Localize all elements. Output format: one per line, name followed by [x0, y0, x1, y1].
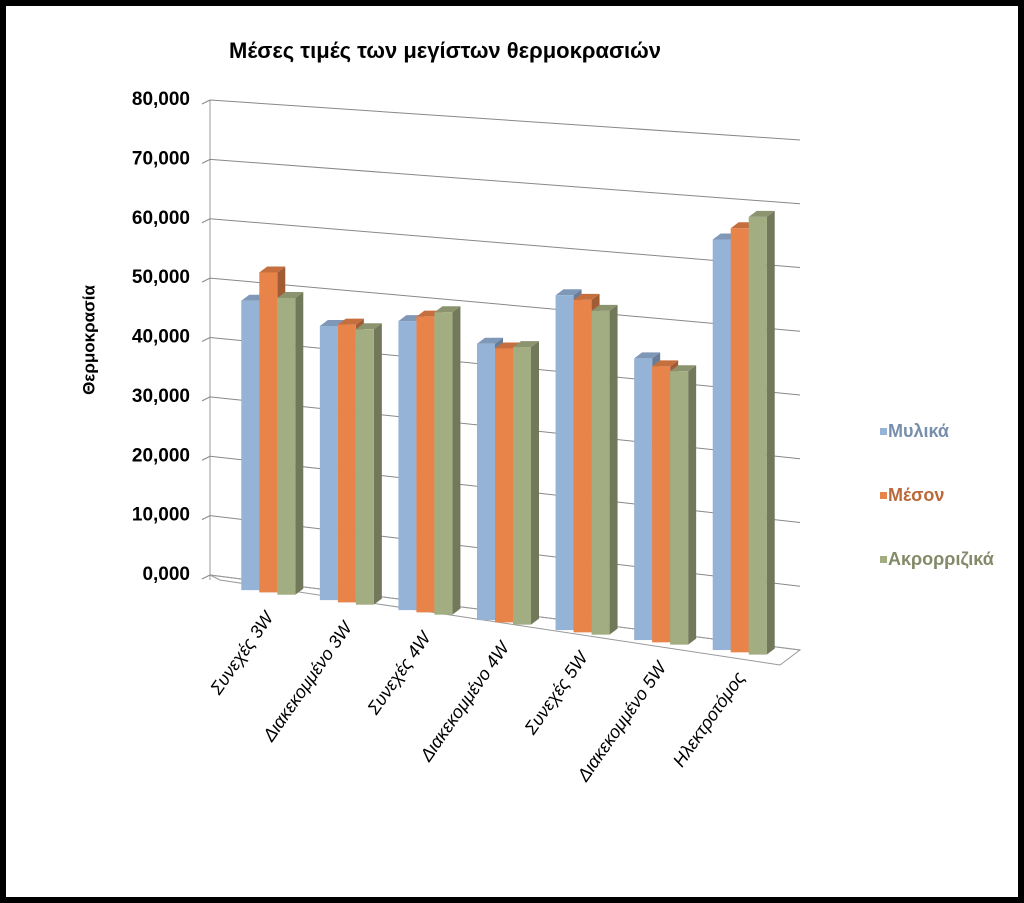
bar-top — [277, 291, 304, 298]
bar — [712, 239, 731, 651]
bar — [477, 343, 495, 621]
bar-top — [434, 306, 461, 313]
legend-label: Μέσον — [888, 485, 944, 505]
tick-mark — [201, 277, 211, 283]
x-tick-label: Ηλεκτροτόμος — [669, 668, 749, 771]
bar — [495, 348, 513, 623]
x-tick-label: Συνεχές 3W — [206, 607, 279, 699]
bar — [573, 299, 592, 633]
tick-mark — [201, 158, 211, 164]
bar — [652, 366, 671, 643]
legend-label: Ακρορριζικά — [888, 549, 994, 570]
y-tick-label: 20,000 — [132, 445, 190, 466]
x-tick-label: Συνεχές 5W — [520, 647, 593, 739]
grid-line — [209, 277, 801, 332]
y-axis-label: Θερμοκρασία — [79, 285, 98, 395]
tick-mark — [201, 99, 211, 105]
tick-mark — [201, 396, 211, 402]
x-tick-label: Διακεκομμένο 4W — [416, 637, 515, 766]
bar-top — [670, 365, 697, 372]
y-tick-label: 30,000 — [132, 386, 190, 407]
bar-side — [452, 306, 461, 615]
bar — [355, 329, 374, 605]
bar — [434, 312, 453, 615]
bar-top — [513, 341, 539, 348]
y-tick-label: 70,000 — [132, 148, 190, 169]
bar-top — [652, 360, 679, 367]
legend-swatch — [880, 492, 887, 499]
bar — [591, 310, 610, 635]
bar — [319, 325, 338, 601]
bar — [730, 228, 749, 653]
y-tick-label: 80,000 — [132, 89, 190, 110]
bar-top — [634, 352, 661, 359]
x-tick-label: Διακεκομμένο 3W — [258, 617, 357, 746]
bar — [259, 272, 278, 593]
bar — [416, 316, 435, 613]
y-tick-label: 0,000 — [142, 564, 190, 585]
y-tick-label: 40,000 — [132, 327, 190, 348]
bar-top — [355, 323, 382, 330]
bar — [398, 321, 417, 611]
tick-mark — [201, 574, 211, 580]
bar — [634, 358, 653, 641]
bar-top — [591, 304, 618, 311]
bar — [277, 297, 296, 595]
grid-line — [209, 99, 801, 141]
bar-top — [573, 293, 600, 300]
bar-top — [748, 210, 775, 217]
bar — [670, 371, 689, 645]
y-tick-label: 60,000 — [132, 208, 190, 229]
bar-top — [259, 266, 286, 273]
bar-side — [766, 210, 775, 655]
tick-mark — [201, 218, 211, 224]
bar — [241, 300, 260, 591]
grid-line — [209, 218, 801, 268]
y-tick-label: 50,000 — [132, 267, 190, 288]
bar-side — [373, 323, 382, 605]
legend-label: Μυλικά — [888, 421, 949, 441]
bar-top — [555, 289, 582, 296]
legend-swatch — [880, 428, 887, 435]
bar-top — [477, 337, 503, 344]
bar-side — [688, 365, 697, 645]
bar — [337, 324, 356, 603]
chart-title: Μέσες τιμές των μεγίστων θερμοκρασιών — [229, 38, 661, 63]
x-tick-label: Συνεχές 4W — [363, 627, 436, 719]
bar-top — [337, 318, 364, 325]
bar-side — [531, 341, 539, 625]
tick-mark — [201, 455, 211, 461]
tick-mark — [201, 515, 211, 521]
bar — [748, 216, 767, 655]
tick-mark — [201, 337, 211, 342]
bar-side — [295, 291, 304, 595]
bar-side — [609, 304, 618, 635]
x-tick-label: Διακεκομμένο 5W — [573, 657, 672, 786]
legend-swatch — [880, 556, 887, 563]
grid-line — [209, 158, 801, 205]
bar — [513, 347, 531, 625]
bar — [555, 295, 574, 631]
y-tick-label: 10,000 — [132, 505, 190, 526]
